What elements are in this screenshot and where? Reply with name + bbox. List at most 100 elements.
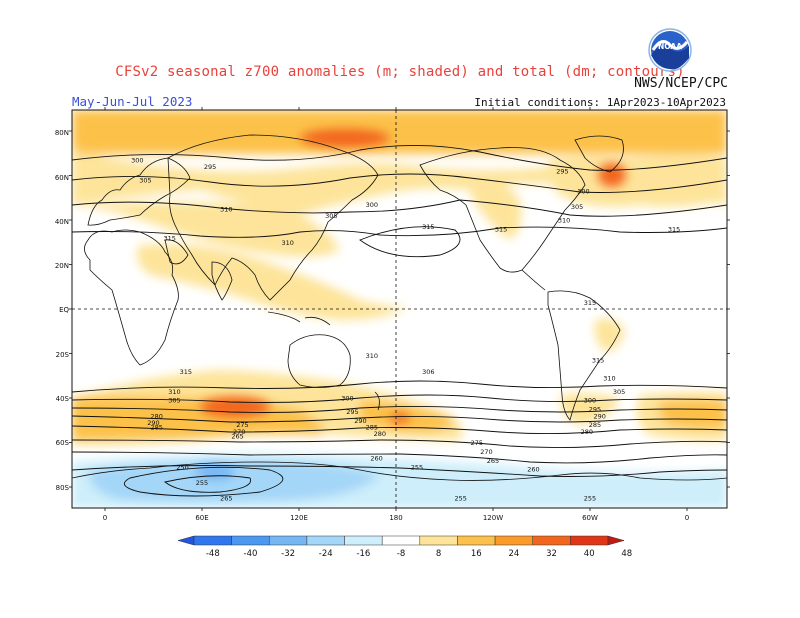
contour-label: 290	[593, 412, 605, 420]
colorbar-tick-label: -32	[281, 549, 295, 559]
contour-label: 260	[527, 466, 539, 474]
reference-lines	[72, 110, 727, 508]
contour-label: 280	[374, 430, 386, 438]
colorbar-tick-label: -40	[244, 549, 258, 559]
contour-label: 315	[163, 234, 175, 242]
contour-label: 300	[341, 395, 353, 403]
lat-label: 20S	[56, 351, 70, 359]
contour-label: 290	[354, 417, 366, 425]
colorbar-tick-label: -48	[206, 549, 220, 559]
contour-label: 315	[422, 223, 434, 231]
contour-label: 285	[150, 423, 162, 431]
contour-label: 315	[668, 225, 680, 233]
contour-label: 270	[233, 428, 245, 436]
lon-label: 0	[685, 514, 689, 522]
lat-label: EQ	[59, 306, 69, 314]
contour-label: 280	[150, 412, 162, 420]
height-contours	[72, 145, 727, 497]
colorbar-tick-label: 48	[621, 549, 632, 559]
contour-label: 295	[204, 163, 216, 171]
contour-label: 295	[556, 168, 568, 176]
colorbar-segment	[457, 535, 496, 546]
axis-ticks	[69, 107, 730, 511]
contour-label: 300	[131, 156, 143, 164]
colorbar-tick-label: 24	[508, 549, 519, 559]
colorbar-tick-label: -24	[319, 549, 333, 559]
colorbar-segment	[269, 535, 308, 546]
colorbar-segment	[532, 535, 571, 546]
forecast-period: May-Jun-Jul 2023	[72, 94, 193, 109]
contour-label: 255	[584, 495, 596, 503]
colorbar-segment	[494, 535, 533, 546]
contour-label: 265	[231, 432, 243, 440]
longitude-labels: 0 60E 120E 180 120W 60W 0	[103, 514, 689, 522]
lat-label: 40N	[55, 218, 69, 226]
lat-label: 60S	[56, 439, 70, 447]
contour-label: 305	[571, 203, 583, 211]
contour-label: 310	[281, 239, 293, 247]
lon-label: 0	[103, 514, 107, 522]
contour-label: 315	[584, 299, 596, 307]
lon-label: 120W	[483, 514, 503, 522]
lon-label: 60W	[582, 514, 598, 522]
contour-label: 255	[196, 479, 208, 487]
colorbar-tick-label: 32	[546, 549, 557, 559]
contour-label: 310	[366, 352, 378, 360]
lat-label: 60N	[55, 174, 69, 182]
colorbar-tick-label: 8	[436, 549, 441, 559]
colorbar-segment	[570, 535, 609, 546]
lon-label: 120E	[290, 514, 308, 522]
lon-label: 180	[389, 514, 402, 522]
svg-text:NOAA: NOAA	[658, 42, 682, 51]
lat-label: 80N	[55, 129, 69, 137]
contour-label: 310	[168, 388, 180, 396]
colorbar-arrow-right	[607, 535, 625, 546]
contour-label: 305	[139, 176, 151, 184]
contour-label: 285	[589, 421, 601, 429]
lon-label: 60E	[195, 514, 208, 522]
contour-label: 310	[220, 205, 232, 213]
colorbar-tick-label: 16	[471, 549, 482, 559]
colorbar-segment	[344, 535, 383, 546]
contour-label: 305	[168, 397, 180, 405]
contour-label: 260	[370, 455, 382, 463]
colorbar-tick-label: -8	[397, 549, 405, 559]
colorbar-tick-label: -16	[356, 549, 370, 559]
contour-label: 315	[495, 225, 507, 233]
contour-label: 306	[422, 368, 434, 376]
contour-label: 310	[558, 217, 570, 225]
contour-label: 265	[220, 495, 232, 503]
lat-label: 40S	[56, 395, 70, 403]
contour-label: 265	[487, 457, 499, 465]
contour-label: 295	[589, 406, 601, 414]
contour-label: 255	[411, 464, 423, 472]
contour-label: 315	[592, 357, 604, 365]
contour-label: 250	[176, 464, 188, 472]
lat-label: 80S	[56, 484, 70, 492]
agency-label: NWS/NCEP/CPC	[634, 76, 728, 91]
contour-label: 270	[480, 448, 492, 456]
contour-label: 310	[603, 375, 615, 383]
colorbar-segment	[306, 535, 345, 546]
colorbar: -48 -40 -32 -24 -16 -8 8 16 24 32 40 48	[177, 535, 632, 559]
contour-label: 295	[346, 408, 358, 416]
figure-title: CFSv2 seasonal z700 anomalies (m; shaded…	[115, 64, 685, 80]
noaa-logo: NOAA	[648, 28, 692, 72]
colorbar-segment	[381, 535, 421, 546]
contour-label: 300	[584, 397, 596, 405]
contour-label: 275	[471, 439, 483, 447]
contour-label: 280	[581, 428, 593, 436]
contour-label: 305	[325, 212, 337, 220]
contour-label: 290	[147, 419, 159, 427]
contour-label: 300	[577, 188, 589, 196]
colorbar-segment	[419, 535, 458, 546]
contour-label: 285	[366, 423, 378, 431]
anomaly-shading	[72, 110, 727, 508]
colorbar-arrow-left	[177, 535, 195, 546]
contour-label: 315	[180, 368, 192, 376]
contour-label: 255	[454, 495, 466, 503]
colorbar-segment	[231, 535, 270, 546]
lat-label: 20N	[55, 262, 69, 270]
